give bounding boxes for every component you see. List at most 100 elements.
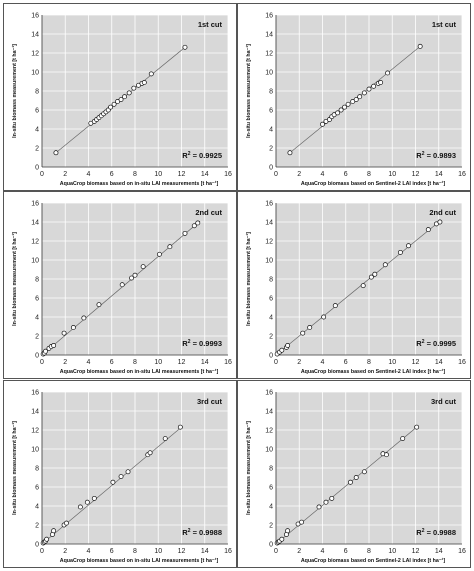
y-axis-label: In-situ biomass measurement [t ha⁻¹]: [246, 421, 252, 515]
x-tick-label: 16: [458, 171, 466, 178]
y-axis-label: In-situ biomass measurement [t ha⁻¹]: [12, 44, 18, 138]
x-tick-label: 12: [412, 548, 420, 555]
data-point: [43, 348, 48, 354]
data-point: [132, 272, 138, 278]
y-tick-label: 4: [269, 504, 273, 511]
data-point: [195, 220, 201, 226]
y-axis-label: In-situ biomass measurement [t ha⁻¹]: [246, 232, 252, 326]
y-tick-label: 14: [265, 220, 273, 227]
y-tick-label: 8: [35, 466, 39, 473]
x-axis-label: AquaCrop biomass based on Sentinel-2 LAI…: [301, 181, 446, 187]
data-point: [371, 83, 377, 89]
data-point: [285, 528, 291, 534]
x-tick-label: 8: [133, 548, 137, 555]
data-point: [329, 495, 335, 501]
r-squared-label: R2 = 0.9893: [416, 151, 456, 160]
x-tick-label: 6: [344, 548, 348, 555]
data-point: [84, 499, 90, 505]
y-tick-label: 14: [265, 409, 273, 416]
data-point: [111, 101, 117, 107]
data-point: [177, 424, 183, 430]
x-tick-label: 0: [40, 359, 44, 366]
x-tick-label: 0: [40, 171, 44, 178]
x-axis-label: AquaCrop biomass based on Sentinel-2 LAI…: [301, 558, 446, 564]
y-tick-label: 14: [265, 32, 273, 39]
y-tick-label: 2: [269, 334, 273, 341]
y-tick-label: 10: [265, 447, 273, 454]
x-tick-label: 2: [297, 171, 301, 178]
y-tick-label: 16: [265, 390, 273, 397]
data-point: [320, 121, 325, 127]
x-tick-label: 10: [154, 171, 162, 178]
x-tick-label: 2: [63, 359, 67, 366]
data-point: [147, 450, 153, 456]
y-tick-label: 14: [31, 409, 39, 416]
data-point: [156, 251, 162, 257]
data-point: [129, 275, 134, 281]
x-tick-label: 6: [344, 171, 348, 178]
data-point: [279, 347, 285, 353]
r-squared-label: R2 = 0.9995: [416, 339, 456, 348]
x-tick-label: 12: [412, 359, 420, 366]
data-point: [131, 85, 137, 91]
panel-title: 2nd cut: [195, 208, 222, 217]
chart-grid: 0 2 4 6 8 10 12 14 16 0 2 4 6 8 10 12 14 16 AquaCrop bioma…: [3, 3, 471, 568]
data-point: [338, 107, 344, 113]
x-tick-label: 8: [133, 171, 137, 178]
data-point: [70, 324, 76, 330]
x-tick-label: 16: [224, 548, 232, 555]
x-tick-label: 4: [321, 359, 325, 366]
x-tick-label: 10: [154, 359, 162, 366]
y-tick-label: 12: [31, 239, 39, 246]
x-tick-label: 14: [201, 171, 209, 178]
data-point: [414, 424, 420, 430]
y-tick-label: 8: [35, 277, 39, 284]
data-point: [378, 79, 384, 85]
x-tick-label: 2: [63, 171, 67, 178]
x-tick-label: 6: [110, 548, 114, 555]
x-axis-label: AquaCrop biomass based on Sentinel-2 LAI…: [301, 369, 446, 375]
data-point: [122, 94, 127, 100]
data-point: [191, 223, 197, 229]
data-point: [366, 86, 372, 92]
y-tick-label: 10: [31, 70, 39, 77]
y-axis-label: In-situ biomass measurement [t ha⁻¹]: [12, 232, 18, 326]
scatter-plot: 0 2 4 6 8 10 12 14 16 0 2 4 6 8 10 12 14 16 AquaCrop bioma…: [12, 201, 232, 376]
y-tick-label: 4: [35, 315, 39, 322]
y-axis-label: In-situ biomass measurement [t ha⁻¹]: [246, 44, 252, 138]
data-point: [417, 43, 423, 49]
data-point: [126, 90, 132, 96]
x-axis-label: AquaCrop biomass based on in-situ LAI me…: [60, 369, 219, 375]
data-point: [125, 469, 131, 475]
scatter-plot: 0 2 4 6 8 10 12 14 16 0 2 4 6 8 10 12 14 16 AquaCrop bioma…: [246, 201, 466, 376]
x-tick-label: 0: [274, 171, 278, 178]
data-point: [357, 94, 363, 100]
y-tick-label: 16: [265, 13, 273, 20]
x-tick-label: 4: [321, 548, 325, 555]
data-point: [345, 101, 351, 107]
data-point: [323, 499, 329, 505]
data-point: [140, 264, 146, 270]
x-tick-label: 12: [178, 359, 186, 366]
y-tick-label: 6: [269, 296, 273, 303]
data-point: [285, 343, 291, 348]
data-point: [61, 330, 67, 336]
data-point: [316, 504, 322, 510]
data-point: [51, 528, 57, 534]
y-tick-label: 2: [35, 146, 39, 153]
y-tick-label: 6: [35, 296, 39, 303]
y-tick-label: 10: [31, 258, 39, 265]
x-tick-label: 0: [274, 359, 278, 366]
r-squared-label: R2 = 0.9988: [416, 528, 456, 537]
data-point: [372, 271, 378, 277]
y-tick-label: 8: [269, 89, 273, 96]
y-tick-label: 0: [35, 165, 39, 172]
y-tick-label: 8: [269, 277, 273, 284]
x-tick-label: 14: [201, 548, 209, 555]
data-point: [353, 97, 359, 103]
x-tick-label: 2: [297, 548, 301, 555]
r-squared-label: R2 = 0.9925: [182, 151, 222, 160]
data-point: [300, 330, 306, 336]
data-point: [400, 436, 406, 442]
x-tick-label: 2: [63, 548, 67, 555]
